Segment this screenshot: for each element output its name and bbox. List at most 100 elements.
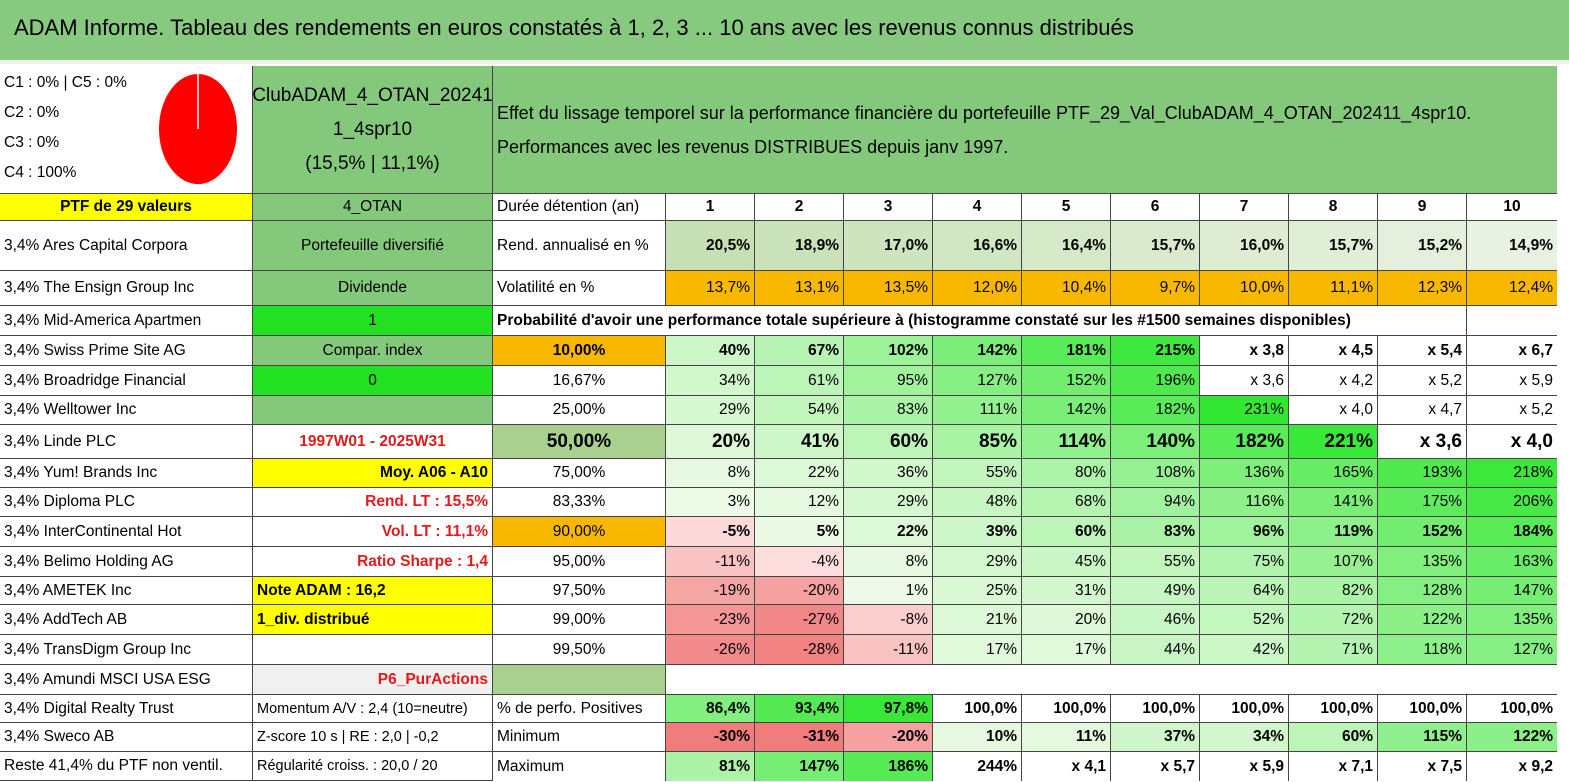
probability-value: -28% bbox=[755, 635, 844, 665]
year-header: 4 bbox=[933, 194, 1022, 221]
probability-value: x 4,5 bbox=[1289, 336, 1378, 366]
title-bar: ADAM Informe. Tableau des rendements en … bbox=[0, 0, 1569, 64]
effect-line2: Performances avec les revenus DISTRIBUES… bbox=[497, 136, 1009, 157]
probability-value: -27% bbox=[755, 605, 844, 635]
min-value: 11% bbox=[1022, 723, 1111, 752]
holding-row: 3,4% TransDigm Group Inc bbox=[0, 635, 253, 665]
probability-value: -8% bbox=[844, 605, 933, 635]
probability-value: 41% bbox=[755, 425, 844, 459]
year-header: 6 bbox=[1111, 194, 1200, 221]
probability-value: 141% bbox=[1289, 488, 1378, 517]
probability-label: 83,33% bbox=[493, 488, 666, 517]
probability-value: -4% bbox=[755, 547, 844, 577]
min-value: -30% bbox=[666, 723, 755, 752]
probability-value: 29% bbox=[666, 396, 755, 425]
probability-value: 215% bbox=[1111, 336, 1200, 366]
max-label: Maximum bbox=[493, 752, 666, 781]
pos-value: 97,8% bbox=[844, 695, 933, 723]
probability-value: 60% bbox=[1022, 517, 1111, 547]
max-value: x 7,5 bbox=[1378, 752, 1467, 781]
probability-value: 83% bbox=[1111, 517, 1200, 547]
years-label: Durée détention (an) bbox=[493, 194, 666, 221]
info-cell bbox=[253, 635, 493, 665]
info-cell: Dividende bbox=[253, 271, 493, 306]
probability-value: -19% bbox=[666, 577, 755, 605]
info-cell: Note ADAM : 16,2 bbox=[253, 577, 493, 605]
probability-value: x 5,9 bbox=[1467, 366, 1557, 396]
min-label: Minimum bbox=[493, 723, 666, 752]
probability-value: 71% bbox=[1289, 635, 1378, 665]
pos-value: 100,0% bbox=[1111, 695, 1200, 723]
probability-value: 181% bbox=[1022, 336, 1111, 366]
probability-value: 61% bbox=[755, 366, 844, 396]
holding-row: 3,4% Welltower Inc bbox=[0, 396, 253, 425]
probability-value: 152% bbox=[1378, 517, 1467, 547]
rend-value: 16,6% bbox=[933, 221, 1022, 271]
holding-row: 3,4% Diploma PLC bbox=[0, 488, 253, 517]
probability-value: 60% bbox=[844, 425, 933, 459]
min-value: 122% bbox=[1467, 723, 1557, 752]
probability-value: 46% bbox=[1111, 605, 1200, 635]
probability-value: 118% bbox=[1378, 635, 1467, 665]
probability-value: 8% bbox=[666, 459, 755, 488]
probability-value: 22% bbox=[844, 517, 933, 547]
vol-value: 10,0% bbox=[1200, 271, 1289, 306]
vol-value: 13,1% bbox=[755, 271, 844, 306]
probability-value: 83% bbox=[844, 396, 933, 425]
probability-value: -23% bbox=[666, 605, 755, 635]
info-cell: Z-score 10 s | RE : 2,0 | -0,2 bbox=[253, 723, 493, 752]
pos-value: 100,0% bbox=[1289, 695, 1378, 723]
probability-value: x 4,0 bbox=[1467, 425, 1557, 459]
portfolio-name-line1: ClubADAM_4_OTAN_20241 bbox=[253, 84, 493, 106]
vol-value: 10,4% bbox=[1022, 271, 1111, 306]
allocation-pie-chart bbox=[157, 72, 239, 186]
rend-value: 15,7% bbox=[1289, 221, 1378, 271]
info-cell: Ratio Sharpe : 1,4 bbox=[253, 547, 493, 577]
empty-cell bbox=[1467, 306, 1557, 336]
probability-value: -20% bbox=[755, 577, 844, 605]
probability-value: 44% bbox=[1111, 635, 1200, 665]
probability-value: 48% bbox=[933, 488, 1022, 517]
vol-value: 13,5% bbox=[844, 271, 933, 306]
probability-value: 165% bbox=[1289, 459, 1378, 488]
probability-label: 10,00% bbox=[493, 336, 666, 366]
info-flag: 0 bbox=[253, 366, 493, 396]
probability-value: 67% bbox=[755, 336, 844, 366]
holding-row: 3,4% Amundi MSCI USA ESG bbox=[0, 665, 253, 695]
probability-value: 184% bbox=[1467, 517, 1557, 547]
info-cell bbox=[253, 396, 493, 425]
probability-value: x 5,4 bbox=[1378, 336, 1467, 366]
portfolio-header: ClubADAM_4_OTAN_20241 1_4spr10 (15,5% | 11… bbox=[253, 66, 493, 194]
probability-value: x 3,6 bbox=[1200, 366, 1289, 396]
effect-description: Effet du lissage temporel sur la perform… bbox=[493, 66, 1557, 194]
info-cell: Moy. A06 - A10 bbox=[253, 459, 493, 488]
holding-row: Reste 41,4% du PTF non ventil. bbox=[0, 752, 253, 781]
holding-row: 3,4% AMETEK Inc bbox=[0, 577, 253, 605]
info-cell: 4_OTAN bbox=[253, 194, 493, 221]
probability-value: 39% bbox=[933, 517, 1022, 547]
year-header: 2 bbox=[755, 194, 844, 221]
info-cell: 1_div. distribué bbox=[253, 605, 493, 635]
pos-label: % de perfo. Positives bbox=[493, 695, 666, 723]
info-cell: Rend. LT : 15,5% bbox=[253, 488, 493, 517]
probability-value: 127% bbox=[933, 366, 1022, 396]
info-flag: 1 bbox=[253, 306, 493, 336]
year-header: 8 bbox=[1289, 194, 1378, 221]
probability-value: 64% bbox=[1200, 577, 1289, 605]
rend-value: 14,9% bbox=[1467, 221, 1557, 271]
probability-value: x 5,2 bbox=[1467, 396, 1557, 425]
probability-value: 55% bbox=[933, 459, 1022, 488]
holding-row: 3,4% Broadridge Financial bbox=[0, 366, 253, 396]
min-value: -31% bbox=[755, 723, 844, 752]
probability-value: 147% bbox=[1467, 577, 1557, 605]
probability-value: 55% bbox=[1111, 547, 1200, 577]
portfolio-name-line2: 1_4spr10 bbox=[332, 118, 413, 140]
probability-value: 135% bbox=[1378, 547, 1467, 577]
probability-value: x 5,2 bbox=[1378, 366, 1467, 396]
probability-value: 94% bbox=[1111, 488, 1200, 517]
probability-value: 193% bbox=[1378, 459, 1467, 488]
holding-row: 3,4% Belimo Holding AG bbox=[0, 547, 253, 577]
probability-value: 49% bbox=[1111, 577, 1200, 605]
min-value: 37% bbox=[1111, 723, 1200, 752]
